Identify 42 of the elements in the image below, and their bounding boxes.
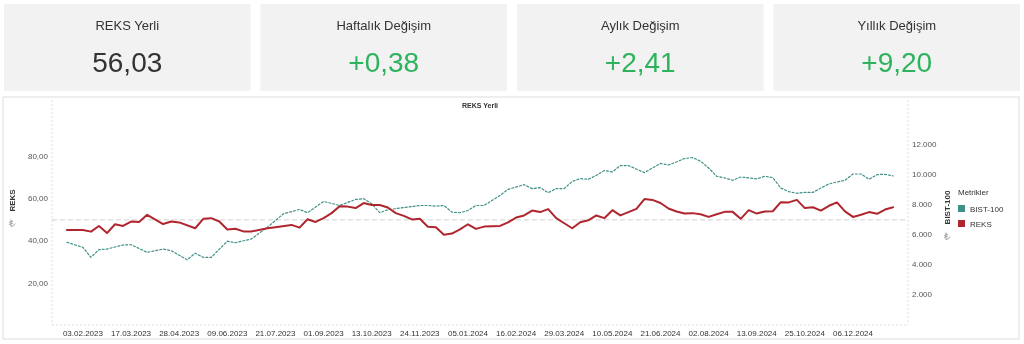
- x-tick-label: 29.03.2024: [544, 329, 585, 338]
- y-axis-title: REKS: [8, 188, 17, 212]
- y2-tick-label: 2.000: [912, 290, 933, 300]
- y-tick-label: 60,00: [27, 194, 49, 204]
- x-tick-label: 03.02.2023: [62, 329, 104, 338]
- x-tick-label: 24.11.2023: [400, 329, 441, 338]
- y-tick-label: 20,00: [27, 278, 49, 288]
- category-label: Haftalık Değişim: [336, 18, 432, 33]
- text: +9,20: [861, 47, 933, 78]
- x-tick-label: 01.09.2023: [303, 329, 345, 338]
- y-tick-label: 80,00: [27, 152, 49, 162]
- y2-tick-label: 12.000: [912, 139, 938, 149]
- category-label: Aylık Değişim: [600, 18, 680, 33]
- x-tick-label: 21.07.2023: [255, 329, 297, 338]
- x-tick-label: 02.08.2024: [688, 329, 730, 338]
- x-tick-label: 13.10.2023: [351, 329, 393, 338]
- line-series: [65, 198, 895, 236]
- legend-label: REKS: [970, 219, 992, 229]
- category-label: Yıllık Değişim: [857, 18, 937, 33]
- x-tick-label: 10.05.2024: [592, 329, 633, 338]
- x-tick-label: 25.10.2024: [784, 329, 826, 338]
- x-tick-label: 09.06.2023: [207, 329, 248, 338]
- x-tick-label: 05.01.2024: [447, 329, 489, 338]
- y2-tick-label: 10.000: [912, 169, 938, 179]
- y-tick-label: 40,00: [27, 236, 49, 246]
- y2-tick-label: 8.000: [912, 200, 933, 209]
- line-series: [66, 156, 894, 261]
- legend-title: Metrikler: [958, 188, 989, 197]
- x-tick-label: 13.09.2024: [736, 329, 778, 338]
- x-tick-label: 21.06.2024: [640, 329, 682, 338]
- x-tick-label: 06.12.2024: [832, 329, 874, 338]
- x-tick-label: 17.03.2023: [111, 329, 152, 338]
- y2-axis-title: BIST-100: [943, 190, 952, 225]
- x-tick-label: 28.04.2023: [159, 329, 200, 338]
- text: 56,03: [92, 47, 163, 78]
- category-label: REKS Yerli: [95, 18, 160, 33]
- x-tick-label: 16.02.2024: [496, 329, 537, 338]
- y2-tick-label: 4.000: [912, 260, 933, 270]
- text: +2,41: [604, 47, 676, 78]
- legend-label: BIST-100: [970, 204, 1004, 214]
- y2-tick-label: 6.000: [912, 230, 933, 240]
- text: +0,38: [348, 47, 420, 78]
